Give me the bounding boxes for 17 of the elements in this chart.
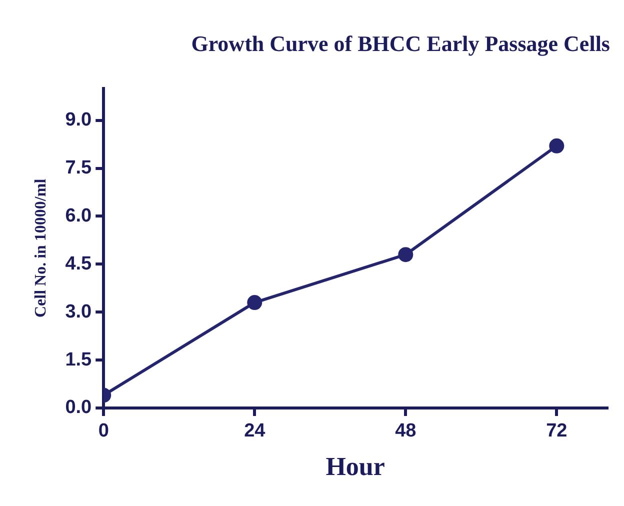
x-tick-label: 72 bbox=[546, 420, 568, 442]
x-axis-title: Hour bbox=[326, 452, 385, 482]
y-tick-label: 7.5 bbox=[65, 158, 92, 179]
y-tick-label: 0.0 bbox=[65, 397, 92, 418]
y-tick-label: 9.0 bbox=[65, 110, 92, 131]
y-tick-label: 1.5 bbox=[65, 349, 92, 370]
point bbox=[247, 295, 262, 310]
y-tick-label: 3.0 bbox=[65, 301, 92, 322]
x-tick-label: 24 bbox=[244, 420, 266, 442]
x-tick-label: 0 bbox=[98, 420, 109, 442]
chart-title: Growth Curve of BHCC Early Passage Cells bbox=[191, 30, 610, 56]
point bbox=[549, 138, 564, 154]
point bbox=[398, 247, 414, 262]
y-tick-label: 4.5 bbox=[65, 253, 92, 274]
y-axis-title: Cell No. in 10000/ml bbox=[32, 178, 50, 318]
y-tick-label: 6.0 bbox=[65, 205, 92, 226]
x-tick-label: 48 bbox=[395, 420, 416, 442]
